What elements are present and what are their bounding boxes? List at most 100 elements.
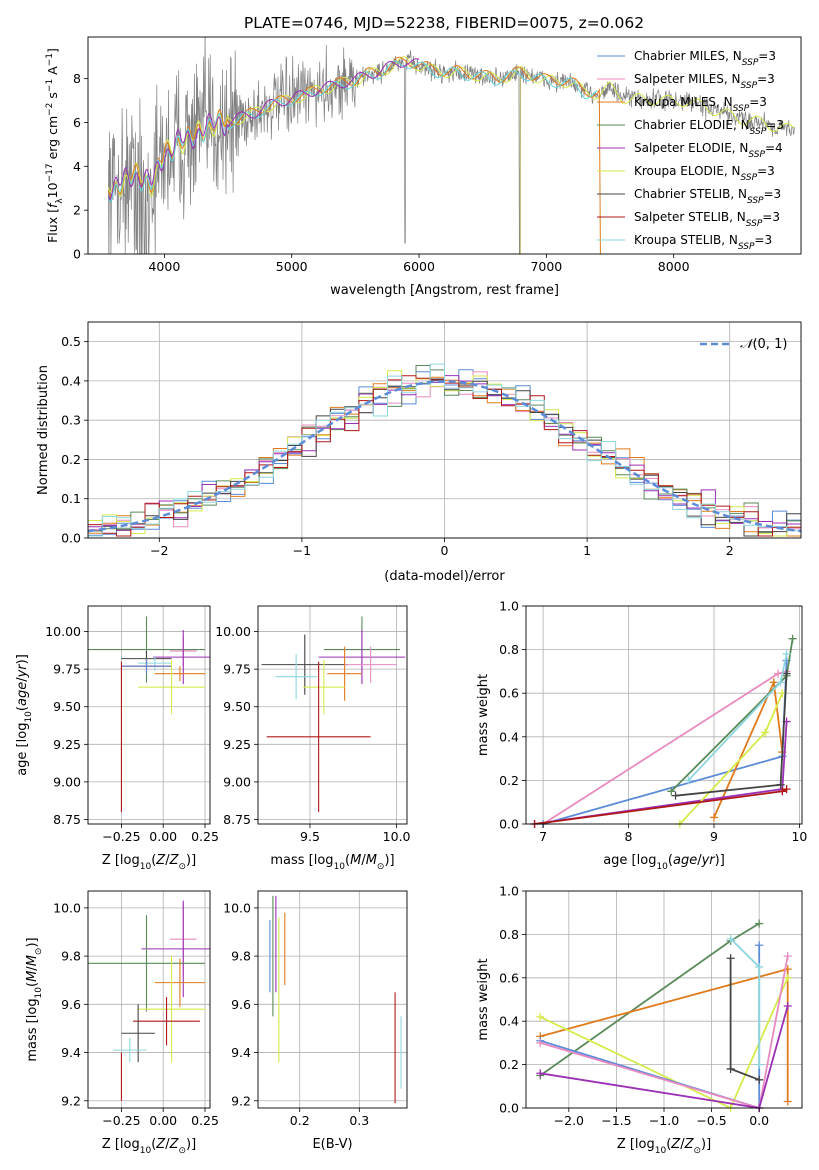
age_vs_mass-ytick-label: 9.25 [223,737,251,752]
mass_vs_EBV-frame [257,890,408,1109]
mass_vs_Z-ytick-label: 9.2 [61,1093,81,1108]
mass_weight_vs_age-point-marker [782,669,791,678]
spectrum-xtick-label: 8000 [658,259,690,274]
mass_vs_Z-panel: −0.25 0.00 0.25 9.2 9.4 9.6 9.8 10.0 Z [log10(Z/… [25,890,219,1156]
age_vs_mass-panel: 9.5 10.0 8.75 9.00 9.25 9.50 9.75 10.00 mass [lo… [215,605,411,872]
mass_weight_vs_age-frame [525,605,803,825]
mass_weight_vs_Z-ytick-label: 1.0 [499,884,519,899]
age_vs_mass-ytick-label: 10.00 [215,624,251,639]
mass_weight_vs_age-point-marker [667,787,676,796]
residuals-ytick-label: 0.2 [61,452,81,467]
spectrum-panel: 4000 5000 6000 7000 8000 0 2 4 6 8 wavelength [Ang… [45,36,802,298]
mass_weight_vs_age-point-marker [776,678,785,687]
mass_weight_vs_Z-point-marker [726,934,735,943]
spectrum-ytick-label: 4 [73,159,81,174]
spectrum-ytick-label: 6 [73,115,81,130]
mass_weight_vs_Z-point-marker [536,1069,545,1078]
residuals-ylabel: Normed distribution [36,365,51,495]
spectrum-xtick-label: 6000 [403,259,435,274]
mass_weight_vs_Z-point-marker [755,1075,764,1084]
mass_weight_vs_age-ytick-label: 0.0 [499,817,519,832]
spectrum-ytick-label: 8 [73,71,81,86]
mass_vs_EBV-ytick-label: 9.6 [231,997,251,1012]
mass_weight_vs_Z-panel: −2.0 −1.5 −1.0 −0.5 0.0 0.0 0.2 0.4 0.6 0.8 1.0 mas… [476,884,803,1156]
mass_vs_Z-ytick-label: 10.0 [53,900,81,915]
mass_weight_vs_age-ytick-label: 0.4 [499,729,519,744]
mass-weight-vs-age-xlabel: age [log10(age/yr)] [603,853,725,872]
mass_weight_vs_age-ytick-label: 0.2 [499,773,519,788]
mass_weight_vs_Z-point-marker [536,1038,545,1047]
residuals-ytick-label: 0.5 [61,334,81,349]
figure-title: PLATE=0746, MJD=52238, FIBERID=0075, z=0… [244,14,644,32]
mass_weight_vs_Z-series-line [540,955,789,1108]
mass_weight_vs_Z-point-marker [726,1064,735,1073]
age_vs_Z-ytick-label: 9.25 [53,737,81,752]
mass_weight_vs_Z-series-line [539,977,789,1108]
mass_weight_vs_Z-point-marker [755,1060,764,1069]
age_vs_Z-panel: −0.25 0.00 0.25 8.75 9.00 9.25 9.50 9.75 10.00 Z … [15,605,219,872]
mass_weight_vs_age-point-marker [774,669,783,678]
residuals-ytick-label: 0.1 [61,491,81,506]
mass_vs_Z-frame [87,890,211,1109]
mass_weight_vs_age-ytick-label: 0.6 [499,686,519,701]
mass_weight_vs_Z-xtick-label: −1.0 [649,1113,679,1128]
spectrum-xtick-label: 4000 [148,259,180,274]
age_vs_Z-ytick-label: 8.75 [53,812,81,827]
mass_weight_vs_age-ytick-label: 0.8 [499,642,519,657]
spectrum-legend-label: Chabrier STELIB, NSSP=3 [634,187,781,206]
age_vs_mass-ytick-label: 8.75 [223,812,251,827]
mass_vs_Z-xtick-label: 0.25 [191,1113,219,1128]
age_vs_Z-ytick-label: 10.00 [45,624,81,639]
residuals-xlabel: (data-model)/error [384,569,505,584]
mass_weight_vs_age-point-marker [761,728,770,737]
age_vs_Z-xtick-label: 0.25 [191,829,219,844]
mass_weight_vs_age-ytick-label: 1.0 [499,599,519,614]
spectrum-model-line [107,60,598,203]
spectrum-data-line [108,37,795,254]
residuals-xtick-label: 1 [583,543,591,558]
mass_weight_vs_age-point-marker [788,634,797,643]
mass_weight_vs_age-point-marker [709,813,718,822]
mass_weight_vs_age-xtick-label: 9 [710,829,718,844]
mass_weight_vs_age-point-marker [671,791,680,800]
mass_weight_vs_Z-series-line [540,1005,789,1108]
mass_vs_Z-ytick-label: 9.6 [61,997,81,1012]
mass_weight_vs_Z-xtick-label: −1.5 [601,1113,631,1128]
residuals-xtick-label: −1 [293,543,311,558]
mass-vs-EBV-xlabel: E(B-V) [312,1137,352,1152]
mass_vs_Z-xtick-label: −0.25 [102,1113,140,1128]
mass_weight_vs_Z-ytick-label: 0.8 [499,927,519,942]
mass_vs_EBV-xtick-label: 0.3 [349,1113,369,1128]
residuals-ytick-label: 0.0 [61,531,81,546]
mass_vs_Z-ytick-label: 9.8 [61,949,81,964]
mass_weight_vs_age-point-marker [782,785,791,794]
mass_weight_vs_age-panel: 7 8 9 10 0.0 0.2 0.4 0.6 0.8 1.0 mass weight age [l… [476,599,807,873]
spectrum-xtick-label: 5000 [276,259,308,274]
mass_weight_vs_Z-point-marker [783,973,792,982]
mass_weight_vs_Z-point-marker [783,1002,792,1011]
mass-weight-vs-Z-xlabel: Z [log10(Z/Z⊙)] [617,1137,711,1156]
mass_vs_EBV-ytick-label: 9.4 [231,1045,251,1060]
mass_vs_Z-xtick-label: 0.00 [149,1113,177,1128]
mass_weight_vs_Z-point-marker [783,1097,792,1106]
mass_vs_Z-ytick-label: 9.4 [61,1045,81,1060]
age_vs_mass-xtick-label: 10.0 [383,829,411,844]
mass_weight_vs_Z-ylabel: mass weight [476,958,491,1040]
age_vs_mass-ytick-label: 9.75 [223,662,251,677]
mass_weight_vs_Z-point-marker [755,941,764,950]
mass_weight_vs_Z-point-marker [726,954,735,963]
spectrum-ytick-label: 0 [73,247,81,262]
age_vs_Z-xtick-label: 0.00 [149,829,177,844]
age-vs-Z-ylabel: age [log10(age/yr)] [15,654,34,776]
mass_weight_vs_age-xtick-label: 10 [791,829,807,844]
age_vs_Z-ytick-label: 9.50 [53,699,81,714]
age_vs_Z-ytick-label: 9.75 [53,662,81,677]
spectrum-ylabel: Flux [fλ10−17 erg cm−2 s−1 A−1] [45,48,65,243]
age-vs-mass-xlabel: mass [log10(M/M⊙)] [270,853,394,872]
spectrum-model-line [107,56,601,254]
spectrum-ytick-label: 2 [73,203,81,218]
residuals-xtick-label: 2 [726,543,734,558]
residuals-normal-curve [87,380,802,533]
mass_weight_vs_age-point-marker [782,649,791,658]
